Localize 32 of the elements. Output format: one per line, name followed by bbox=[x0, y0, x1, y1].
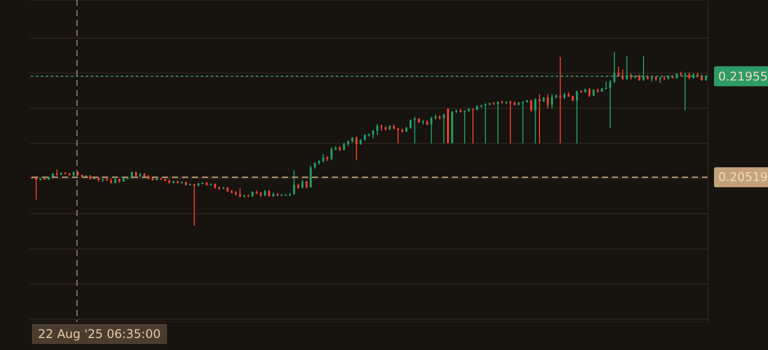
candlestick bbox=[397, 127, 400, 144]
candlestick bbox=[193, 183, 196, 226]
candlestick bbox=[588, 87, 590, 98]
candlestick bbox=[609, 80, 612, 128]
candlestick bbox=[618, 66, 620, 78]
candlestick bbox=[509, 100, 512, 144]
y-tick-label: 0.20519 bbox=[718, 170, 768, 184]
candlestick bbox=[530, 99, 532, 112]
y-tick-label: 0.21955 bbox=[718, 69, 768, 84]
candlestick bbox=[442, 113, 445, 144]
candlestick bbox=[35, 176, 38, 200]
candlestick bbox=[550, 94, 553, 109]
candlestick bbox=[430, 116, 432, 144]
candlestick bbox=[576, 90, 578, 144]
candlestick bbox=[605, 81, 608, 90]
candlestick bbox=[293, 170, 296, 196]
candlestick bbox=[522, 100, 524, 144]
candlestick bbox=[410, 119, 412, 130]
candlestick bbox=[355, 136, 358, 161]
candlestick bbox=[239, 188, 242, 198]
candlestick bbox=[534, 98, 536, 144]
candlestick bbox=[310, 165, 312, 188]
candlestick bbox=[472, 108, 474, 144]
candlestick bbox=[546, 94, 549, 109]
candlestick bbox=[330, 147, 333, 161]
candlestick bbox=[484, 102, 486, 144]
candlestick bbox=[464, 110, 466, 144]
candlestick bbox=[376, 123, 378, 136]
candlestick bbox=[538, 94, 540, 144]
text: 22 Aug '25 06:35:00 bbox=[32, 324, 167, 344]
candlestick bbox=[496, 100, 499, 144]
candlestick bbox=[559, 56, 562, 144]
